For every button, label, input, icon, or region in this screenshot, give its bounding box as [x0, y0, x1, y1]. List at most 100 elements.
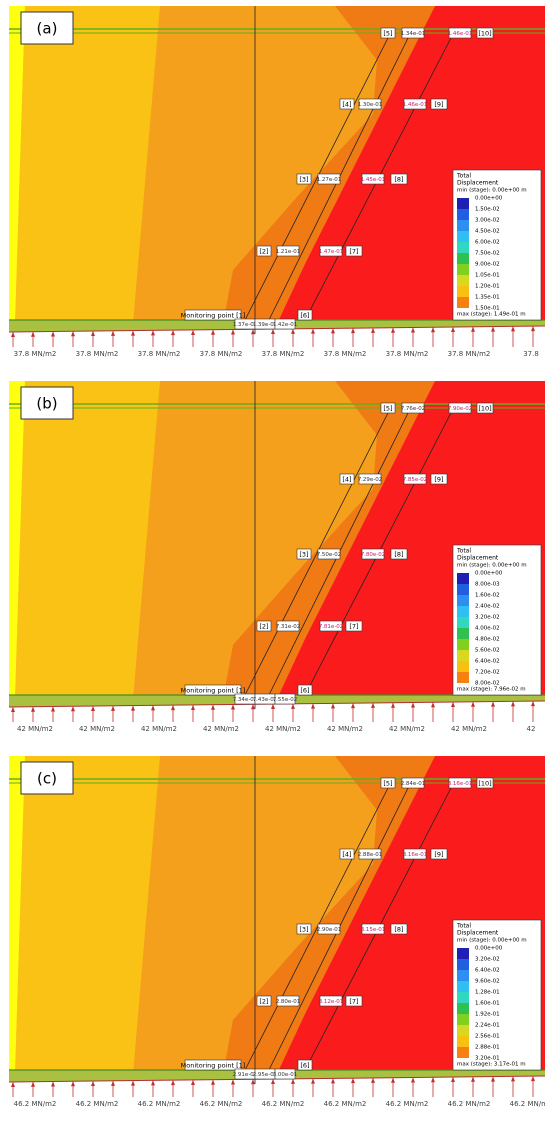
load-label: 42 MN/m2 [141, 725, 177, 733]
label-box [380, 777, 396, 789]
legend-min: min (stage): 0.00e+00 m [457, 938, 527, 944]
legend-tick: 4.00e-02 [475, 626, 500, 632]
load-arrow-head [171, 330, 175, 336]
load-arrow-head [311, 703, 315, 709]
load-arrow-head [531, 326, 535, 332]
legend-tick: 1.92e-01 [475, 1012, 500, 1018]
legend-swatch [457, 639, 469, 650]
point-label: 1.39e-01 [253, 322, 278, 328]
load-arrow-head [271, 329, 275, 335]
load-label: 46.2 MN/m2 [200, 1100, 243, 1108]
load-arrow-head [491, 1076, 495, 1082]
label-box [476, 27, 494, 39]
load-arrow-head [171, 1080, 175, 1086]
load-arrow-head [111, 1080, 115, 1086]
load-arrow-head [111, 705, 115, 711]
legend-tick: 7.50e-02 [475, 251, 500, 257]
label-box [448, 402, 472, 414]
load-label: 46.2 MN/m2 [386, 1100, 429, 1108]
label-box [256, 995, 272, 1007]
load-arrow-head [151, 1080, 155, 1086]
legend-swatch [457, 992, 469, 1003]
label-box [274, 1068, 296, 1080]
legend-swatch [457, 1003, 469, 1014]
legend-swatch [457, 617, 469, 628]
label-box [430, 848, 448, 860]
load-arrow-head [211, 1079, 215, 1085]
load-arrow-head [271, 1079, 275, 1085]
load-label: 37.8 MN/m2 [200, 350, 243, 358]
point-label: [3] [299, 176, 308, 184]
point-label: 3.12e-01 [319, 999, 344, 1005]
label-box [319, 245, 343, 257]
point-label: [6] [300, 312, 309, 320]
load-arrow-head [291, 703, 295, 709]
load-label: 42 MN/m2 [17, 725, 53, 733]
point-label: 7.55e-02 [273, 697, 298, 703]
label-box [256, 245, 272, 257]
contour-band [9, 6, 25, 324]
legend-tick: 6.40e-02 [475, 968, 500, 974]
point-label: 3.16e-01 [448, 781, 473, 787]
load-arrow-head [151, 705, 155, 711]
label-box [184, 1059, 242, 1071]
load-label: 42 MN/m2 [265, 725, 301, 733]
section-line [242, 33, 391, 325]
label-box [297, 684, 313, 696]
label-box [401, 777, 425, 789]
load-arrow-head [31, 331, 35, 337]
load-arrow-head [431, 702, 435, 708]
load-label: 46.2 MN/m2 [14, 1100, 57, 1108]
load-arrow-head [131, 705, 135, 711]
load-arrow-head [491, 701, 495, 707]
legend-title: Displacement [457, 180, 499, 187]
load-arrow-head [311, 1078, 315, 1084]
legend-tick: 1.60e-02 [475, 593, 500, 599]
point-label: 2.91e-01 [233, 1072, 258, 1078]
point-label: [10] [478, 30, 491, 38]
load-label: 42 MN/m2 [79, 725, 115, 733]
label-box [339, 98, 355, 110]
legend-tick: 2.40e-02 [475, 604, 500, 610]
legend-max: max (stage): 7.96e-02 m [457, 687, 526, 693]
label-box [401, 402, 425, 414]
legend-tick: 4.50e-02 [475, 229, 500, 235]
load-arrow-head [51, 1081, 55, 1087]
section-line [242, 408, 391, 700]
label-box [297, 1059, 313, 1071]
legend-swatch [457, 220, 469, 231]
load-label: 37.8 MN/m2 [324, 350, 367, 358]
legend-tick: 1.50e-01 [475, 306, 500, 312]
load-label: 42 [527, 725, 536, 733]
label-box [403, 473, 427, 485]
label-box [476, 402, 494, 414]
load-arrow-head [231, 704, 235, 710]
load-arrow-head [71, 1081, 75, 1087]
legend-swatch [457, 970, 469, 981]
label-box [276, 995, 300, 1007]
legend-tick: 1.60e-01 [475, 1001, 500, 1007]
point-label: 1.45e-01 [361, 177, 386, 183]
legend-tick: 0.00e+00 [475, 946, 503, 952]
load-label: 46.2 MN/m2 [262, 1100, 305, 1108]
point-label: 7.31e-02 [276, 624, 301, 630]
contour-band [15, 381, 160, 699]
load-arrow-head [71, 331, 75, 337]
point-label: [7] [349, 248, 358, 256]
point-label: [8] [394, 551, 403, 559]
label-box [476, 777, 494, 789]
legend-tick: 2.88e-01 [475, 1045, 500, 1051]
contour-band [223, 756, 435, 1074]
load-arrow-head [311, 328, 315, 334]
legend-tick: 2.24e-01 [475, 1023, 500, 1029]
load-arrow-head [111, 330, 115, 336]
load-label: 46.2 MN/m2 [76, 1100, 119, 1108]
legend-title: Displacement [457, 555, 499, 562]
point-label: [8] [394, 176, 403, 184]
legend-title: Total [456, 923, 471, 930]
label-box [448, 777, 472, 789]
legend-tick: 2.56e-01 [475, 1034, 500, 1040]
load-arrow-head [151, 330, 155, 336]
point-label: 1.30e-01 [358, 102, 383, 108]
load-arrow-head [131, 330, 135, 336]
